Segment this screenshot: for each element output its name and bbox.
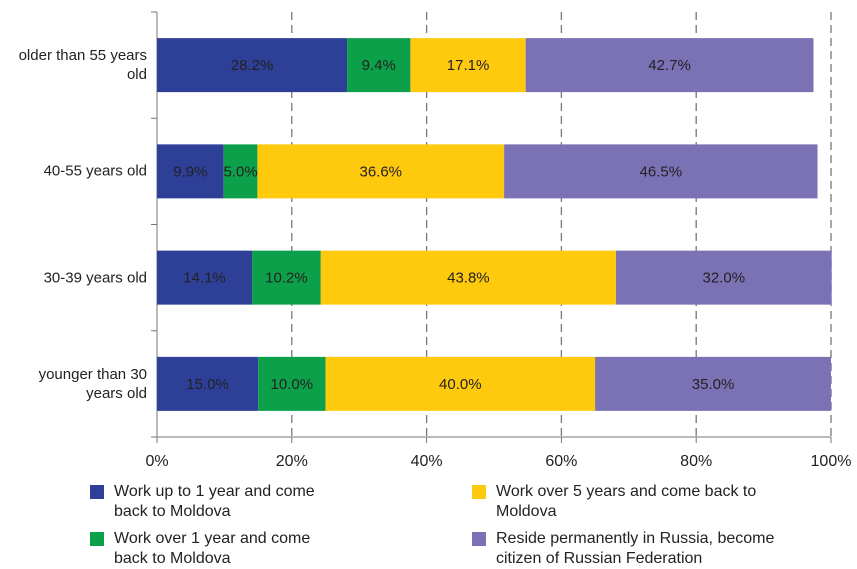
data-label: 15.0% xyxy=(186,376,229,393)
bar-segment xyxy=(595,356,831,411)
legend-label: Work over 5 years and come back to Moldo… xyxy=(496,483,757,520)
data-label: 36.6% xyxy=(359,163,402,180)
bar-segment xyxy=(615,250,832,305)
data-label: 35.0% xyxy=(692,376,735,393)
y-tick-label: 40-55 years old xyxy=(43,162,147,180)
y-tick-label: 30-39 years old xyxy=(43,269,147,287)
data-label: 42.7% xyxy=(648,57,691,74)
bar-segment xyxy=(252,250,321,305)
y-tick-label: younger than 30 years old xyxy=(38,365,147,402)
x-tick-label: 40% xyxy=(411,453,443,470)
bar-segment xyxy=(410,38,526,93)
bar-segment xyxy=(347,38,411,93)
data-label: 10.2% xyxy=(265,270,308,287)
bar-segment xyxy=(157,250,253,305)
data-label: 32.0% xyxy=(703,270,746,287)
bar-segment xyxy=(325,356,596,411)
legend-item: Work up to 1 year and come back to Moldo… xyxy=(90,482,340,522)
data-label: 9.9% xyxy=(173,163,207,180)
data-label: 14.1% xyxy=(183,270,226,287)
bar-segment xyxy=(223,144,258,199)
x-tick-label: 100% xyxy=(811,453,852,470)
x-tick-label: 20% xyxy=(276,453,308,470)
data-label: 10.0% xyxy=(271,376,314,393)
data-label: 5.0% xyxy=(223,163,257,180)
data-label: 17.1% xyxy=(447,57,490,74)
legend-label: Work up to 1 year and come back to Moldo… xyxy=(114,483,315,520)
legend-swatch xyxy=(90,485,104,499)
bar-segment xyxy=(504,144,818,199)
bar-segment xyxy=(157,38,348,93)
bar-segment xyxy=(257,144,505,199)
x-tick-label: 0% xyxy=(145,453,168,470)
y-tick-label: older than 55 years old xyxy=(18,47,147,84)
bar-segment xyxy=(258,356,326,411)
legend-item: Work over 1 year and come back to Moldov… xyxy=(90,529,340,569)
legend-item: Reside permanently in Russia, become cit… xyxy=(472,529,802,569)
x-tick-label: 60% xyxy=(545,453,577,470)
data-label: 46.5% xyxy=(640,163,683,180)
legend-label: Reside permanently in Russia, become cit… xyxy=(496,530,775,567)
legend-item: Work over 5 years and come back to Moldo… xyxy=(472,482,802,522)
legend-swatch xyxy=(472,532,486,546)
data-label: 28.2% xyxy=(231,57,274,74)
data-label: 43.8% xyxy=(447,270,490,287)
bar-segment xyxy=(157,356,259,411)
legend-swatch xyxy=(90,532,104,546)
data-label: 9.4% xyxy=(362,57,396,74)
bar-segment xyxy=(157,144,224,199)
bar-segment xyxy=(525,38,814,93)
legend-label: Work over 1 year and come back to Moldov… xyxy=(114,530,311,567)
x-tick-label: 80% xyxy=(680,453,712,470)
data-label: 40.0% xyxy=(439,376,482,393)
legend-swatch xyxy=(472,485,486,499)
bar-segment xyxy=(320,250,616,305)
